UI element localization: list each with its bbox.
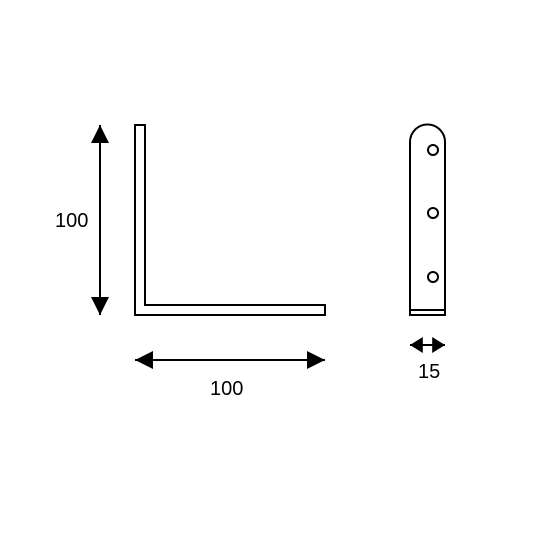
horizontal-dim-arrow-right (307, 351, 325, 369)
vertical-dim-label: 100 (55, 210, 88, 232)
technical-drawing: 100 100 15 (0, 0, 547, 547)
vertical-dim-arrow-top (91, 125, 109, 143)
horizontal-dim-label: 100 (210, 378, 243, 400)
plate-hole-2 (428, 208, 438, 218)
horizontal-dim-arrow-left (135, 351, 153, 369)
width-dim-arrow-left (410, 337, 423, 353)
width-dim-arrow-right (432, 337, 445, 353)
width-dim-label: 15 (418, 361, 440, 383)
plate-hole-1 (428, 145, 438, 155)
l-bracket-profile (135, 125, 325, 315)
side-plate-outline (410, 124, 445, 315)
vertical-dim-arrow-bottom (91, 297, 109, 315)
plate-hole-3 (428, 272, 438, 282)
